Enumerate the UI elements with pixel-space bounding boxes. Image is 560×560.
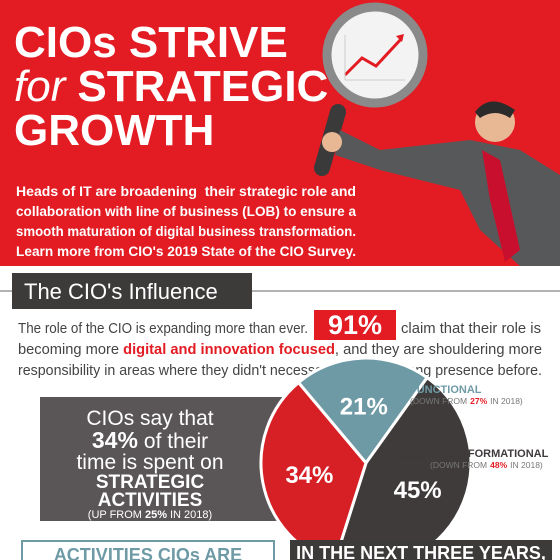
intro-line: smooth maturation of digital business tr…	[16, 223, 356, 239]
header-band	[0, 0, 560, 266]
category-label: TRANSFORMATIONAL	[430, 448, 549, 460]
text: IN 2018)	[510, 460, 543, 470]
text: , and they are shouldering more	[335, 342, 542, 358]
text: of their	[144, 430, 208, 453]
category-label: FUNCTIONAL	[410, 384, 482, 396]
title-line: CIOs STRIVE	[14, 18, 288, 67]
slice-label: 21%	[340, 393, 388, 420]
callout-line: 34% of their	[92, 427, 208, 453]
text: becoming more	[18, 342, 119, 358]
footer-box	[21, 540, 275, 560]
highlight: digital and innovation focused	[123, 342, 335, 358]
slice-label: 45%	[394, 477, 442, 504]
callout-emphasis: STRATEGIC	[96, 472, 205, 493]
paragraph-line: responsibility in areas where they didn'…	[18, 363, 542, 379]
title-line: GROWTH	[14, 106, 214, 155]
pie-slice	[296, 356, 430, 466]
title-line: for STRATEGIC	[14, 62, 328, 111]
callout-emphasis: ACTIVITIES	[98, 490, 203, 511]
paragraph-line: becoming more digital and innovation focu…	[18, 342, 542, 358]
text: 48%	[490, 460, 507, 470]
intro-line: collaboration with line of business (LOB…	[16, 203, 356, 219]
text: 25%	[145, 509, 167, 521]
callout-line: time is spent on	[76, 451, 223, 474]
paragraph-line: claim that their role is	[401, 321, 541, 337]
footer-heading: IN THE NEXT THREE YEARS,	[296, 543, 546, 560]
stat-box	[314, 310, 396, 340]
pie-slice	[333, 375, 473, 560]
section-title: The CIO's Influence	[24, 279, 218, 304]
section-title-box	[12, 273, 252, 309]
callout-note: (UP FROM 25% IN 2018)	[88, 509, 212, 521]
text: (DOWN FROM	[410, 396, 467, 406]
text: (UP FROM	[88, 509, 142, 521]
intro-line: Heads of IT are broadening their strateg…	[16, 183, 356, 199]
category-note: (DOWN FROM 27% IN 2018)	[410, 396, 523, 406]
text: (DOWN FROM	[430, 460, 487, 470]
callout-line: CIOs say that	[86, 407, 213, 430]
callout-box	[40, 397, 300, 521]
intro-line: Learn more from CIO's 2019 State of the …	[16, 243, 356, 259]
footer-box	[290, 540, 552, 560]
stat: 91%	[328, 310, 382, 340]
title-word: STRATEGIC	[77, 62, 328, 111]
footer-heading: ACTIVITIES CIOs ARE	[54, 545, 242, 560]
slice-label: 34%	[285, 462, 333, 489]
text: IN 2018)	[490, 396, 523, 406]
text: 27%	[470, 396, 487, 406]
category-note: (DOWN FROM 48% IN 2018)	[430, 460, 543, 470]
callout-stat: 34%	[92, 427, 138, 453]
businessman-illustration	[322, 101, 560, 266]
paragraph-line: The role of the CIO is expanding more th…	[18, 321, 308, 337]
text: IN 2018)	[170, 509, 212, 521]
title-word: for	[14, 62, 68, 111]
